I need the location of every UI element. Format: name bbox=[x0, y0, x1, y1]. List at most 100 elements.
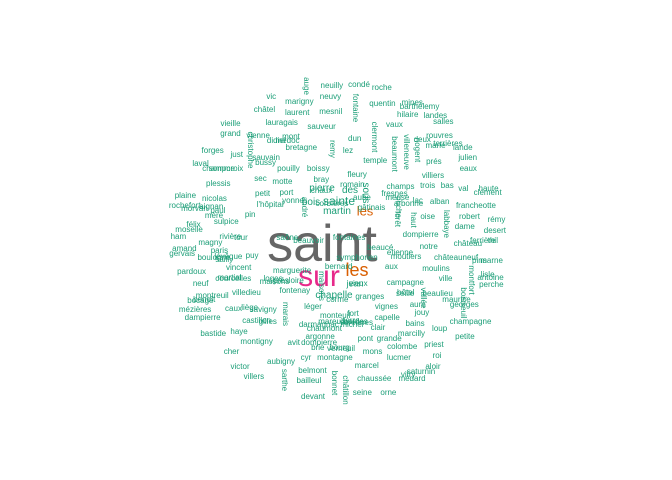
cloud-word: vallée bbox=[418, 287, 428, 308]
cloud-word: châteauneuf bbox=[434, 252, 479, 262]
cloud-word: lande bbox=[452, 143, 473, 153]
cloud-word: arbonne bbox=[393, 199, 424, 209]
cloud-word-primary: pierre bbox=[309, 183, 335, 194]
cloud-word: amand bbox=[172, 243, 197, 253]
cloud-word: mareuil bbox=[318, 316, 345, 326]
cloud-word: eaux bbox=[459, 164, 477, 174]
cloud-word: caux bbox=[225, 303, 242, 313]
cloud-word: just bbox=[230, 149, 243, 159]
cloud-word: oise bbox=[420, 211, 436, 221]
cloud-word: christophe bbox=[245, 131, 255, 169]
cloud-word: savigny bbox=[249, 305, 277, 315]
cloud-word: ville bbox=[438, 274, 453, 284]
cloud-word-primary: jean bbox=[346, 278, 364, 289]
cloud-word: paris bbox=[210, 245, 229, 255]
cloud-word: fresnes bbox=[381, 189, 408, 199]
cloud-word: didier bbox=[266, 135, 287, 145]
cloud-word: clair bbox=[370, 323, 386, 333]
cloud-word: monteuil bbox=[320, 310, 351, 320]
cloud-word: bailleul bbox=[296, 376, 322, 386]
cloud-word: mesnil bbox=[319, 106, 343, 116]
cloud-word: sauvain bbox=[252, 152, 280, 162]
cloud-word: lac bbox=[412, 196, 423, 206]
cloud-word: clément bbox=[473, 187, 502, 197]
cloud-word: campagne bbox=[386, 278, 424, 288]
cloud-word: bocage bbox=[187, 295, 214, 305]
cloud-word-primary: sainte bbox=[322, 194, 356, 208]
cloud-word: brie bbox=[311, 342, 325, 352]
cloud-word: montagne bbox=[317, 353, 353, 363]
cloud-word: plessis bbox=[206, 178, 231, 188]
cloud-word-primary: sur bbox=[298, 260, 340, 293]
cloud-word: fort bbox=[347, 309, 359, 319]
cloud-word: verneuil bbox=[327, 344, 356, 354]
cloud-word: présloire bbox=[273, 275, 304, 285]
cloud-word: rochefort bbox=[168, 200, 201, 210]
cloud-word: nicolas bbox=[201, 193, 227, 203]
cloud-word: félix bbox=[186, 220, 201, 230]
cloud-word: bretagne bbox=[285, 142, 318, 152]
cloud-word: alban bbox=[429, 196, 450, 206]
cloud-word: chaumont bbox=[306, 323, 342, 333]
cloud-word: laval bbox=[192, 159, 209, 169]
cloud-word: château bbox=[453, 238, 483, 248]
cloud-word: dompierre bbox=[402, 230, 439, 240]
cloud-word: michel bbox=[340, 319, 364, 329]
cloud-word: landes bbox=[423, 110, 448, 120]
cloud-word: l'hôpital bbox=[256, 199, 284, 209]
cloud-word: fontaines bbox=[332, 233, 366, 243]
cloud-word: médard bbox=[398, 374, 426, 384]
cloud-word: prés bbox=[426, 156, 442, 166]
cloud-word: seille bbox=[395, 289, 415, 299]
cloud-word: castillon bbox=[242, 316, 272, 326]
cloud-word: lisle bbox=[480, 269, 495, 279]
cloud-word: montigny bbox=[240, 336, 273, 346]
cloud-word: cher bbox=[223, 347, 240, 357]
cloud-word: moulins bbox=[422, 263, 450, 273]
cloud-word: symphorien bbox=[336, 252, 378, 262]
cloud-word: francheotte bbox=[455, 201, 496, 211]
cloud-word: boissy bbox=[306, 163, 330, 173]
cloud-word: plaine bbox=[174, 191, 197, 201]
cloud-word: vaux bbox=[386, 120, 403, 130]
cloud-word: lez bbox=[342, 146, 354, 156]
cloud-word: mont bbox=[282, 131, 300, 141]
cloud-word: meuse bbox=[385, 192, 410, 202]
cloud-word: sailly bbox=[215, 254, 234, 264]
cloud-word: neuf bbox=[192, 278, 209, 288]
cloud-word: champagne bbox=[449, 316, 492, 326]
cloud-word: desert bbox=[483, 226, 506, 236]
cloud-word: pardoux bbox=[177, 266, 207, 276]
cloud-word: bains bbox=[405, 318, 425, 328]
cloud-word: vignes bbox=[374, 302, 398, 312]
cloud-word: puy bbox=[245, 250, 259, 260]
cloud-word: victor bbox=[230, 361, 250, 371]
cloud-word-primary: chapelle bbox=[315, 290, 353, 301]
cloud-word: colombe bbox=[387, 342, 418, 352]
cloud-word: moutiers bbox=[390, 252, 422, 262]
cloud-word: tour bbox=[233, 233, 248, 243]
cloud-word: laurent bbox=[284, 107, 310, 117]
cloud-word: trois bbox=[420, 181, 436, 191]
cloud-word: chaux bbox=[310, 186, 333, 196]
cloud-word: capelle bbox=[374, 312, 400, 322]
cloud-word: gâtinais bbox=[357, 203, 386, 213]
cloud-word: bastide bbox=[200, 328, 227, 338]
cloud-word: marcilly bbox=[397, 329, 426, 339]
cloud-word: ham bbox=[170, 232, 187, 242]
cloud-word: mons bbox=[362, 346, 383, 356]
cloud-word: châtel bbox=[253, 104, 276, 114]
cloud-word: bonnet bbox=[329, 371, 339, 396]
cloud-word: temple bbox=[363, 156, 388, 166]
cloud-word: petite bbox=[455, 331, 475, 341]
cloud-word: cyr bbox=[300, 352, 312, 362]
cloud-word: villiers bbox=[421, 170, 445, 180]
cloud-word: perche bbox=[479, 280, 504, 290]
cloud-word: port bbox=[279, 188, 294, 198]
cloud-word: beaumont bbox=[390, 136, 400, 172]
cloud-word: hilaire bbox=[397, 109, 419, 119]
cloud-word: chaussée bbox=[357, 374, 392, 384]
cloud-word: villeneuve bbox=[402, 134, 412, 171]
